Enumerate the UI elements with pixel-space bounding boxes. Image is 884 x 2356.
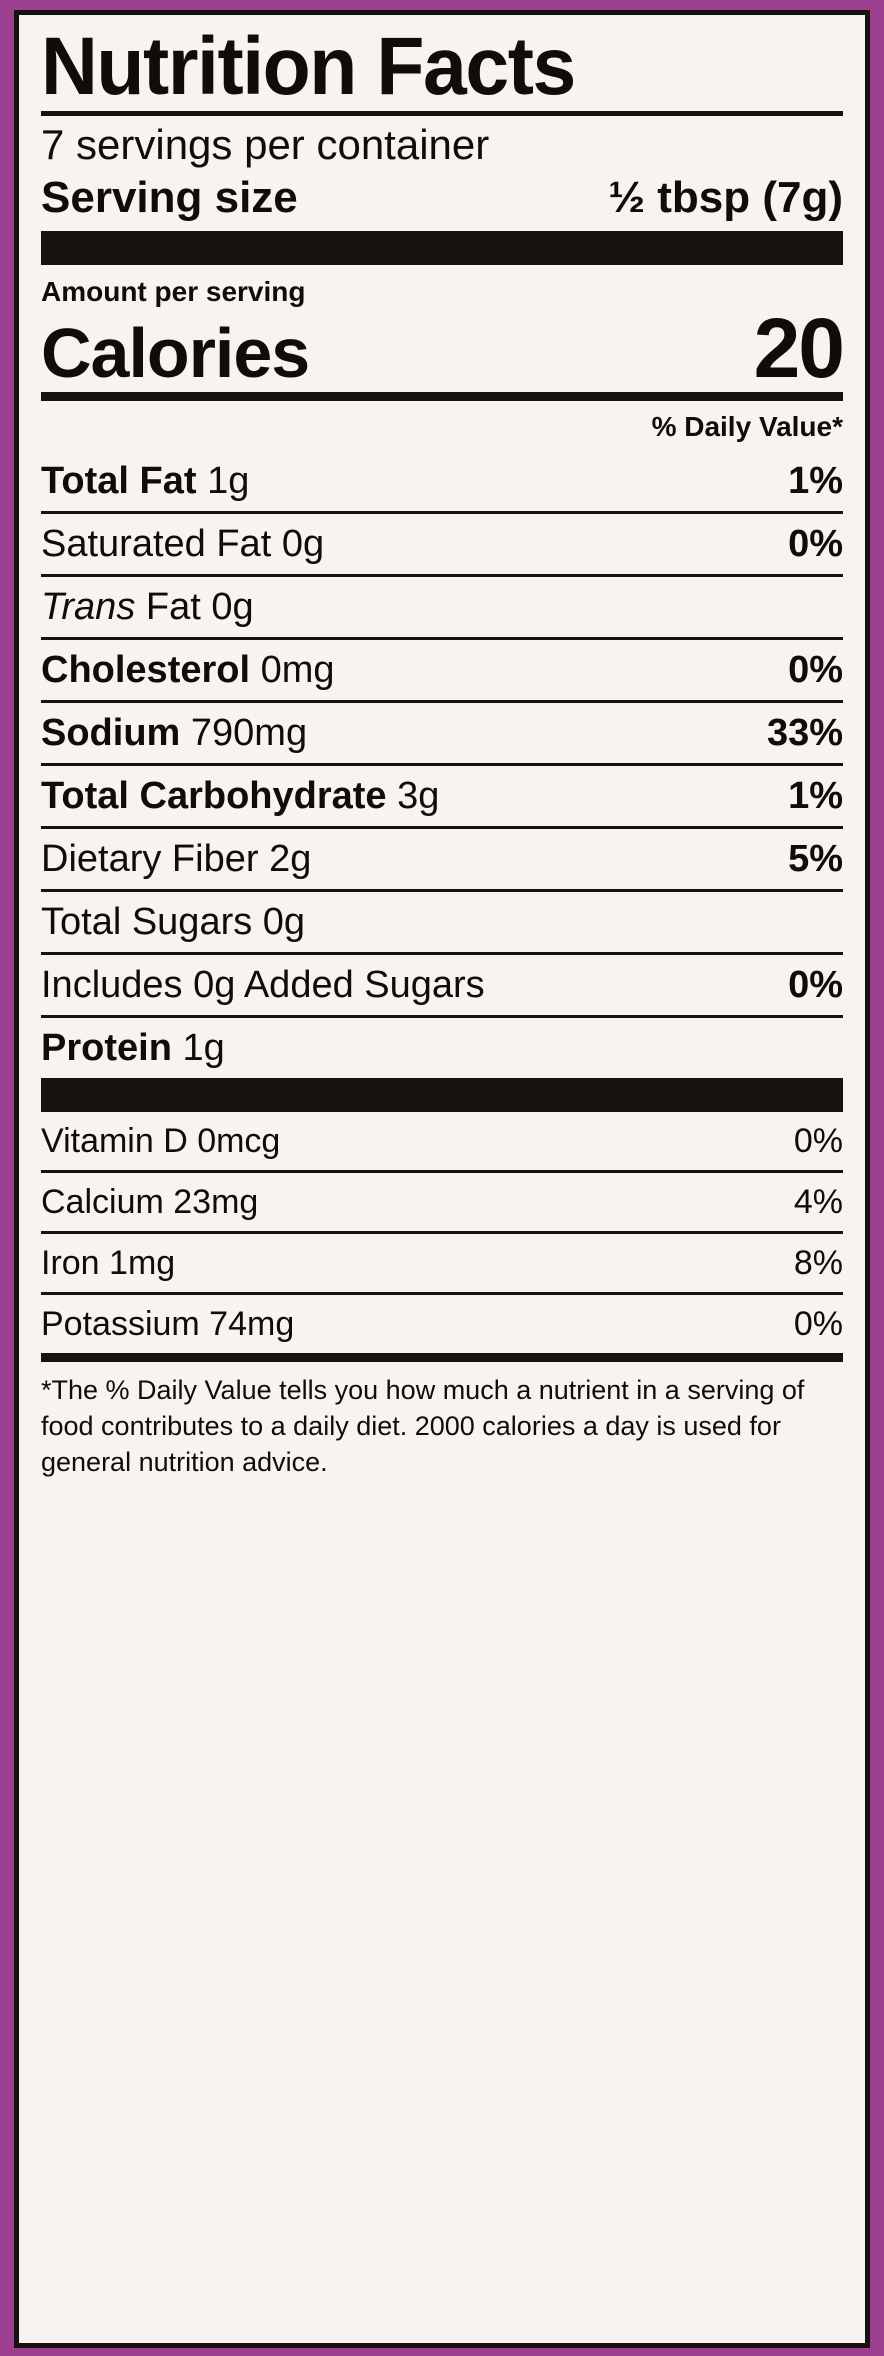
vitamin-row: Potassium 74mg 0% xyxy=(41,1295,843,1353)
nutrient-divider xyxy=(41,700,843,704)
nutrient-amount: 1g xyxy=(182,1027,225,1070)
vitamin-daily-value: 0% xyxy=(793,1122,843,1161)
nutrient-daily-value: 5% xyxy=(788,838,843,881)
serving-size-row: Serving size ½ tbsp (7g) xyxy=(41,170,843,231)
nutrient-amount: 2g xyxy=(269,838,312,881)
nutrient-name: Dietary Fiber 2g xyxy=(41,840,311,878)
nutrient-name: Saturated Fat 0g xyxy=(41,525,324,563)
nutrient-divider xyxy=(41,637,843,641)
nutrient-name-text: Saturated Fat xyxy=(41,523,272,566)
nutrition-facts-title: Nutrition Facts xyxy=(41,21,576,112)
nutrient-amount: 0g xyxy=(262,901,306,944)
nutrient-daily-value: 0% xyxy=(788,964,843,1007)
nutrient-row: Total Fat 1g 1% xyxy=(41,451,843,511)
nutrient-row: Total Carbohydrate 3g 1% xyxy=(41,766,843,826)
calories-row: Calories 20 xyxy=(41,300,845,395)
servings-per-container: 7 servings per container xyxy=(41,121,490,169)
nutrient-daily-value: 1% xyxy=(788,775,843,818)
nutrient-amount: 1g xyxy=(207,460,250,503)
nutrient-name-text: Includes xyxy=(41,964,183,1007)
nutrient-name-text: Trans xyxy=(41,586,136,629)
nutrient-name: Total Fat 1g xyxy=(41,462,249,500)
nutrition-facts-panel: Nutrition Facts 7 servings per container… xyxy=(14,10,870,2348)
nutrient-name-text: Dietary Fiber xyxy=(41,838,259,881)
nutrient-daily-value: 1% xyxy=(788,460,843,503)
nutrient-amount: 790mg xyxy=(190,712,308,755)
nutrient-amount: 0g xyxy=(281,523,325,566)
vitamin-row: Vitamin D 0mcg 0% xyxy=(41,1112,843,1170)
nutrient-divider xyxy=(41,952,843,956)
nutrient-name-text: Cholesterol xyxy=(41,649,251,692)
nutrient-name-text: Total Fat xyxy=(41,460,197,503)
amount-per-serving-label: Amount per serving xyxy=(41,275,306,307)
nutrient-name: Includes 0g Added Sugars xyxy=(41,966,485,1004)
vitamin-list: Vitamin D 0mcg 0% Calcium 23mg 4% Iron 1mg 8%… xyxy=(41,1112,843,1353)
calories-label: Calories xyxy=(41,314,310,393)
nutrient-list: Total Fat 1g 1% Saturated Fat 0g 0% Trans Fa… xyxy=(41,451,843,1078)
thick-divider-top xyxy=(41,230,843,265)
calories-divider xyxy=(41,392,843,402)
nutrient-name: Protein 1g xyxy=(41,1029,225,1067)
nutrient-row: Sodium 790mg 33% xyxy=(41,703,843,763)
nutrient-name-text: Protein xyxy=(41,1027,172,1070)
nutrient-row: Trans Fat 0g xyxy=(41,577,843,637)
nutrient-divider xyxy=(41,574,843,578)
nutrient-daily-value: 0% xyxy=(788,649,843,692)
nutrient-name: Total Carbohydrate 3g xyxy=(41,777,439,815)
nutrient-row: Cholesterol 0mg 0% xyxy=(41,640,843,700)
daily-value-header: % Daily Value* xyxy=(651,411,843,443)
nutrient-name-text: Total Carbohydrate xyxy=(41,775,387,818)
vitamin-name: Potassium 74mg xyxy=(41,1305,295,1344)
nutrient-divider xyxy=(41,1015,843,1019)
nutrient-amount: Fat 0g xyxy=(145,586,254,629)
nutrient-divider xyxy=(41,763,843,767)
nutrient-divider xyxy=(41,511,843,515)
footnote-divider xyxy=(41,1353,843,1363)
calories-value: 20 xyxy=(753,300,845,395)
thick-divider-bottom xyxy=(41,1078,843,1113)
vitamin-name: Iron 1mg xyxy=(41,1244,176,1283)
serving-size-value: ½ tbsp (7g) xyxy=(608,172,843,222)
vitamin-daily-value: 4% xyxy=(793,1183,843,1222)
nutrient-divider xyxy=(41,826,843,830)
nutrient-row: Total Sugars 0g xyxy=(41,892,843,952)
nutrient-name-text: Sodium xyxy=(41,712,181,755)
vitamin-divider xyxy=(41,1170,843,1174)
nutrient-name: Cholesterol 0mg xyxy=(41,651,335,689)
vitamin-row: Iron 1mg 8% xyxy=(41,1234,843,1292)
vitamin-daily-value: 8% xyxy=(793,1244,843,1283)
nutrient-row: Includes 0g Added Sugars 0% xyxy=(41,955,843,1015)
vitamin-divider xyxy=(41,1231,843,1235)
daily-value-footnote: *The % Daily Value tells you how much a … xyxy=(41,1375,805,1478)
nutrient-divider xyxy=(41,889,843,893)
nutrient-name: Total Sugars 0g xyxy=(41,903,305,941)
nutrient-daily-value: 0% xyxy=(788,523,843,566)
title-divider xyxy=(41,111,843,117)
vitamin-daily-value: 0% xyxy=(793,1305,843,1344)
vitamin-name: Vitamin D 0mcg xyxy=(41,1122,281,1161)
nutrient-name-text: Total Sugars xyxy=(41,901,253,944)
nutrient-row: Dietary Fiber 2g 5% xyxy=(41,829,843,889)
nutrient-amount: 3g xyxy=(397,775,440,818)
vitamin-divider xyxy=(41,1292,843,1296)
nutrient-name: Trans Fat 0g xyxy=(41,588,254,626)
serving-size-label: Serving size xyxy=(41,172,298,222)
nutrient-name: Sodium 790mg xyxy=(41,714,307,752)
vitamin-row: Calcium 23mg 4% xyxy=(41,1173,843,1231)
nutrient-daily-value: 33% xyxy=(766,712,843,755)
vitamin-name: Calcium 23mg xyxy=(41,1183,259,1222)
nutrient-amount: 0mg xyxy=(260,649,335,692)
nutrient-row: Protein 1g xyxy=(41,1018,843,1078)
nutrient-amount: 0g Added Sugars xyxy=(193,964,485,1007)
nutrient-row: Saturated Fat 0g 0% xyxy=(41,514,843,574)
